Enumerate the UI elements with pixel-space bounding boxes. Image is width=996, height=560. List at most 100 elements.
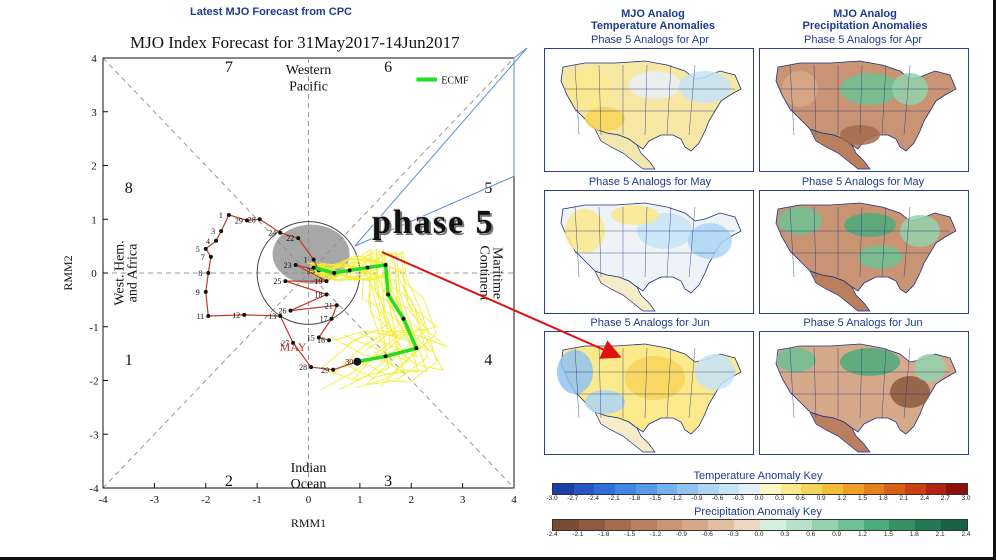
observed-point [311,257,316,262]
state-border [598,64,602,136]
key-tick-label: 0.3 [780,531,790,538]
key-tick-label: 3.0 [961,495,971,502]
y-tick-label: 0 [91,268,97,280]
key-tick-label: -1.2 [670,495,682,502]
anomaly-patch [844,213,896,237]
temp-title-line2: Temperature Anomalies [590,20,716,32]
map-caption-precip-may: Phase 5 Analogs for May [801,176,925,188]
zoom-connector [354,47,528,247]
precipitation-key-bar [552,519,968,531]
key-color-cell [889,520,916,530]
x-tick-label: -2 [201,494,210,506]
key-color-cell [904,484,926,494]
observed-point [244,218,249,223]
us-map-graphic [557,343,742,453]
precipitation-key-title: Precipitation Anomaly Key [694,506,822,518]
key-color-cell [553,484,574,494]
observed-point-label: 8 [198,269,202,278]
forecast-point [383,354,388,359]
observed-point-label: 25 [307,266,315,275]
map-caption-precip-apr: Phase 5 Analogs for Apr [803,34,923,46]
phase-number-7: 7 [225,59,233,76]
key-tick-label: 0.6 [806,531,816,538]
state-border [644,347,648,419]
observed-point [329,316,334,321]
key-color-cell [760,484,781,494]
temp-map-jun [544,331,754,455]
chart-title: MJO Index Forecast for 31May2017-14Jun20… [130,33,460,52]
x-tick-label: 2 [409,494,415,506]
region-label-top: Western [286,63,332,78]
key-color-cell [863,520,890,530]
key-color-cell [573,484,595,494]
state-border [859,206,863,278]
key-tick-label: -2.4 [587,495,599,502]
anomaly-patch [585,390,625,414]
phase-number-3: 3 [384,473,392,490]
key-color-cell [760,520,786,530]
observed-point [203,289,208,294]
map-caption-temp-jun: Phase 5 Analogs for Jun [590,317,710,329]
x-tick-label: -1 [253,494,262,506]
key-tick-label: 2.1 [935,531,945,538]
key-color-cell [578,520,605,530]
state-border [903,64,911,136]
key-tick-label: 1.2 [837,495,847,502]
anomaly-patch [688,223,732,259]
y-tick-label: 2 [91,161,97,173]
state-border [859,64,863,136]
state-border [688,64,696,136]
observed-point-label: 16 [317,336,325,345]
observed-point [242,312,247,317]
state-border [644,206,648,278]
y-tick-label: -1 [89,322,98,334]
x-tick-label: -3 [150,494,160,506]
key-tick-label: -1.2 [649,531,662,538]
state-border [903,347,911,419]
map-caption-temp-apr: Phase 5 Analogs for Apr [590,34,710,46]
key-tick-label: -2.1 [572,531,584,538]
y-tick-label: -4 [89,483,99,495]
anomaly-patch [890,376,930,408]
anomaly-patch [679,71,731,103]
observed-point-label: 25 [273,277,281,286]
state-border [859,347,863,419]
region-label-top: Pacific [289,79,328,94]
observed-point [291,340,296,345]
phase-number-8: 8 [125,180,133,197]
observed-point-label: 29 [321,366,329,375]
key-tick-label: 1.5 [883,531,893,538]
key-color-cell [630,520,657,530]
us-map-graphic [560,202,742,312]
temp-map-may [544,190,754,314]
state-border [688,347,696,419]
observed-point-label: 22 [286,234,294,243]
key-color-cell [594,484,616,494]
y-tick-label: 1 [91,214,97,226]
key-tick-label: -1.8 [629,495,641,502]
observed-point [324,292,329,297]
key-color-cell [915,520,942,530]
key-color-cell [708,520,735,530]
forecast-point [386,292,391,297]
key-tick-label: -1.5 [649,495,662,502]
us-map-graphic [775,343,957,453]
key-tick-label: 2.4 [920,495,930,502]
key-tick-label: 0.0 [754,495,764,502]
key-tick-label: 1.5 [857,495,868,502]
temperature-key-bar [552,483,968,495]
key-color-cell [697,484,719,494]
state-border [881,206,887,278]
anomaly-patch [585,107,625,131]
key-tick-label: -0.6 [711,495,724,502]
unit-circle [256,221,361,325]
y-axis-label: RMM2 [61,255,75,290]
us-map-graphic [775,202,957,312]
observed-point-label: 13 [268,312,276,321]
temperature-key-title: Temperature Anomaly Key [693,470,823,482]
observed-point-label: 3 [211,227,215,236]
zoom-connector [354,175,515,247]
phase-number-1: 1 [125,352,133,369]
